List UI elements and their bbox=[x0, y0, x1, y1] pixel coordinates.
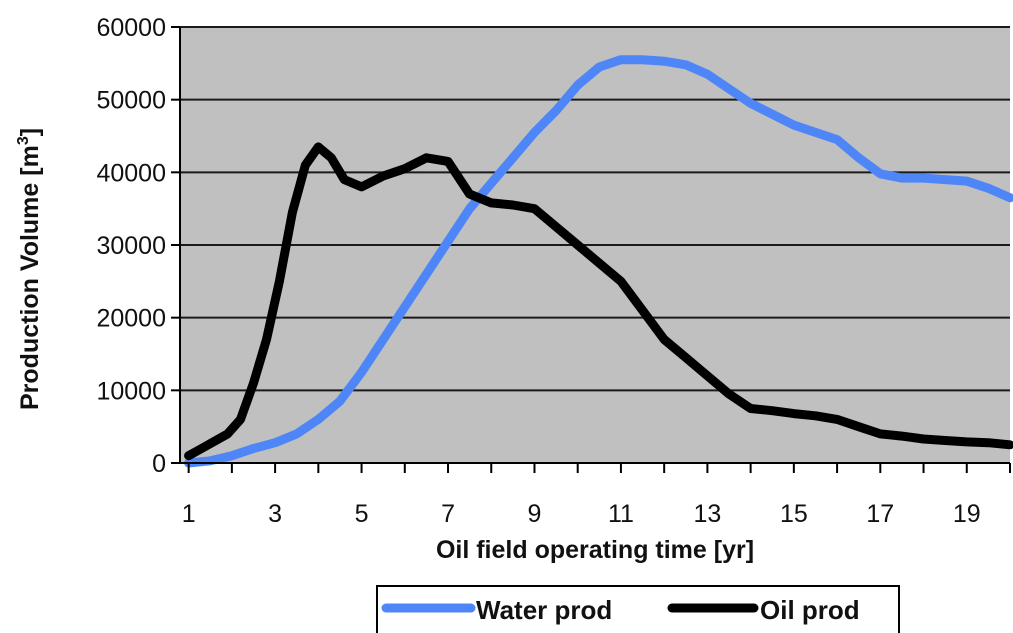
axes bbox=[171, 26, 1011, 473]
x-tick-label-3: 7 bbox=[441, 500, 455, 528]
x-tick-label-4: 9 bbox=[528, 500, 542, 528]
x-tick-labels: 1 3 5 7 9 11 13 15 17 19 bbox=[182, 500, 981, 528]
y-tick-label-3: 30000 bbox=[96, 232, 166, 260]
legend-label-water: Water prod bbox=[476, 595, 612, 625]
legend-label-oil: Oil prod bbox=[760, 595, 860, 625]
x-tick-label-0: 1 bbox=[182, 500, 196, 528]
x-tick-label-2: 5 bbox=[355, 500, 369, 528]
x-tick-label-8: 17 bbox=[866, 500, 894, 528]
y-tick-labels: 0 10000 20000 30000 40000 50000 60000 bbox=[96, 14, 166, 478]
series-line-oil-prod bbox=[184, 142, 1013, 461]
x-tick-label-6: 13 bbox=[693, 500, 721, 528]
y-tick-label-0: 0 bbox=[152, 450, 166, 478]
x-tick-label-7: 15 bbox=[780, 500, 808, 528]
y-tick-label-1: 10000 bbox=[96, 377, 166, 405]
y-axis-title: Production Volume [m3] bbox=[15, 128, 44, 410]
x-axis-title: Oil field operating time [yr] bbox=[436, 536, 754, 564]
y-tick-label-5: 50000 bbox=[96, 87, 166, 115]
y-tick-label-4: 40000 bbox=[96, 159, 166, 187]
x-tick-label-1: 3 bbox=[268, 500, 282, 528]
grid-lines bbox=[180, 26, 1010, 392]
y-tick-label-6: 60000 bbox=[96, 14, 166, 42]
x-tick-label-9: 19 bbox=[953, 500, 981, 528]
y-tick-label-2: 20000 bbox=[96, 305, 166, 333]
series-line-water-prod bbox=[184, 55, 1013, 468]
x-tick-label-5: 11 bbox=[608, 500, 634, 528]
legend: Water prod Oil prod bbox=[376, 585, 900, 633]
series-layer bbox=[184, 55, 1013, 468]
